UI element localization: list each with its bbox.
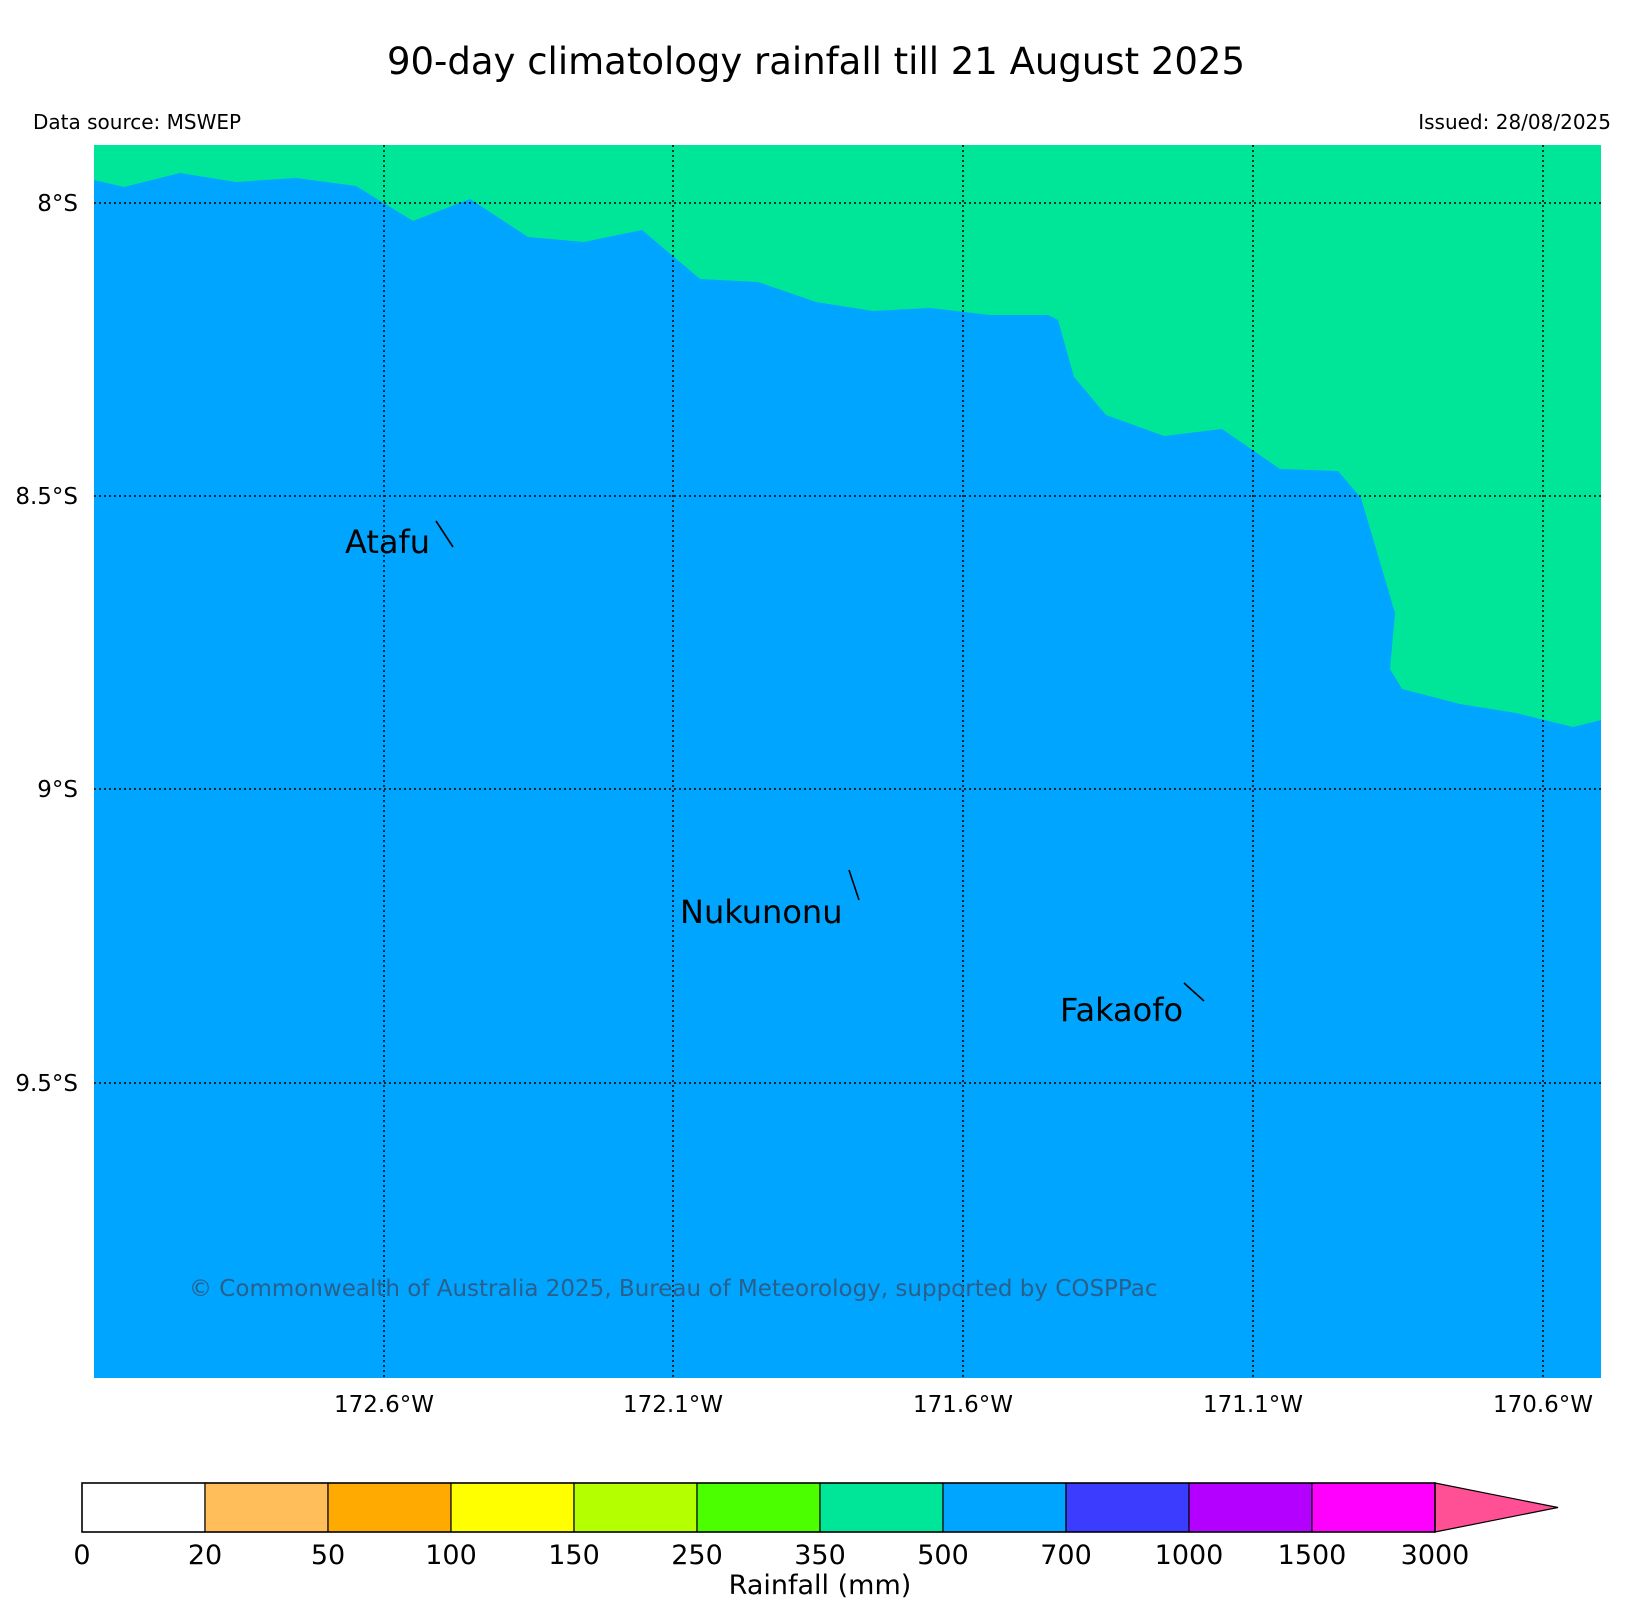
colorbar-tick-label: 700	[1040, 1540, 1092, 1571]
island-atafu: Atafu	[345, 520, 454, 561]
colorbar-swatch	[1311, 1482, 1436, 1533]
lon-label: 172.1°W	[623, 1392, 723, 1418]
colorbar-tick-label: 350	[794, 1540, 846, 1571]
copyright-text: © Commonwealth of Australia 2025, Bureau…	[189, 1276, 1158, 1302]
atafu-atoll-mark	[435, 520, 454, 548]
colorbar-swatch	[819, 1482, 944, 1533]
lon-label: 170.6°W	[1493, 1392, 1593, 1418]
colorbar-swatch	[450, 1482, 575, 1533]
place-label-atafu: Atafu	[345, 523, 430, 561]
colorbar-swatch	[81, 1482, 206, 1533]
colorbar-tick-label: 250	[671, 1540, 723, 1571]
colorbar-tick-label: 1500	[1278, 1540, 1347, 1571]
colorbar-tick-label: 50	[311, 1540, 345, 1571]
island-nukunonu: Nukunonu	[680, 869, 860, 931]
colorbar-label: Rainfall (mm)	[729, 1570, 912, 1601]
colorbar-tick-label: 20	[188, 1540, 222, 1571]
colorbar-swatch	[573, 1482, 698, 1533]
page-title: 90-day climatology rainfall till 21 Augu…	[386, 40, 1246, 83]
region-500-700	[94, 173, 1601, 1378]
colorbar-tick-label: 3000	[1401, 1540, 1470, 1571]
place-label-nukunonu: Nukunonu	[680, 893, 842, 931]
colorbar-tick-label: 0	[73, 1540, 90, 1571]
data-source-label: Data source: MSWEP	[33, 110, 242, 134]
colorbar-tick-label: 1000	[1155, 1540, 1224, 1571]
colorbar-swatch	[1188, 1482, 1313, 1533]
island-fakaofo: Fakaofo	[1060, 982, 1205, 1029]
lon-label: 171.1°W	[1203, 1392, 1303, 1418]
colorbar-extend-arrow	[1434, 1482, 1559, 1533]
lat-label: 9.5°S	[15, 1071, 78, 1097]
lon-label: 172.6°W	[334, 1392, 434, 1418]
lat-label: 8.5°S	[15, 484, 78, 510]
issued-date-label: Issued: 28/08/2025	[1418, 110, 1611, 134]
lat-label: 9°S	[37, 777, 78, 803]
fakaofo-atoll-mark	[1183, 982, 1205, 1002]
colorbar-swatch	[327, 1482, 452, 1533]
lon-label: 171.6°W	[913, 1392, 1013, 1418]
colorbar-tick-label: 100	[425, 1540, 477, 1571]
colorbar-border	[81, 1482, 1436, 1533]
colorbar-tick-label: 150	[548, 1540, 600, 1571]
colorbar: 0 20 50 100 150 250 350 500 700 1000 1500 3000 Rainf…	[73, 1482, 1559, 1601]
colorbar-swatch	[204, 1482, 329, 1533]
colorbar-tick-label: 500	[917, 1540, 969, 1571]
place-label-fakaofo: Fakaofo	[1060, 991, 1183, 1029]
colorbar-swatch	[942, 1482, 1067, 1533]
lat-label: 8°S	[37, 191, 78, 217]
colorbar-swatch	[1065, 1482, 1190, 1533]
colorbar-swatch	[696, 1482, 821, 1533]
nukunonu-atoll-mark	[848, 869, 860, 901]
map-gridlines	[94, 145, 1601, 1378]
